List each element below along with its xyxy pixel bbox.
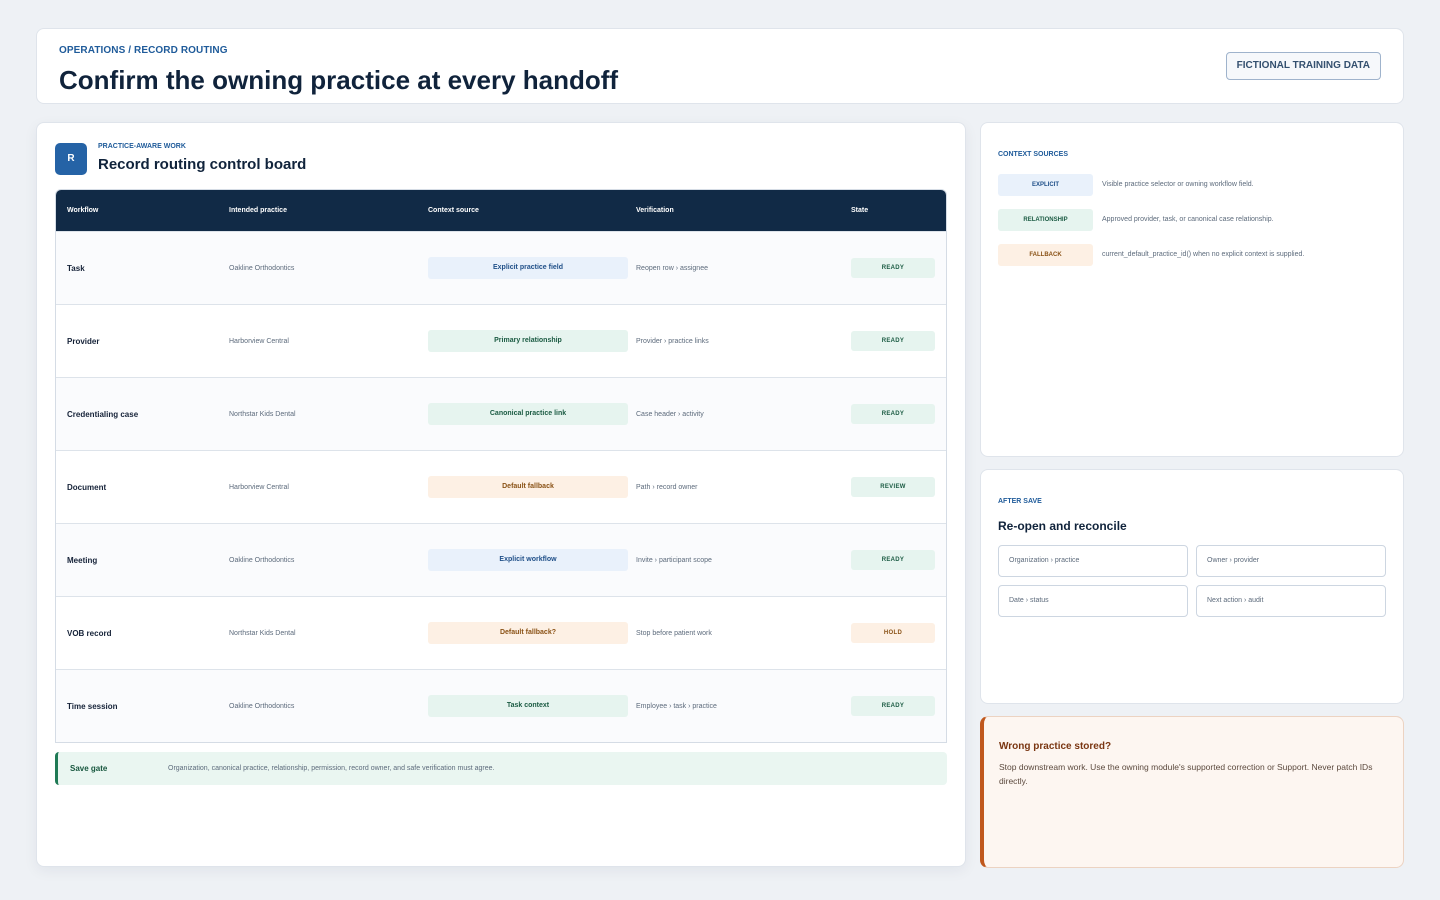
context-source-explicit: EXPLICIT Visible practice selector or ow… <box>998 174 1388 196</box>
after-save-title: Re-open and reconcile <box>998 519 1127 533</box>
source-desc-fallback: current_default_practice_id() when no ex… <box>1102 251 1305 258</box>
row-workflow: Provider <box>67 336 100 346</box>
table-row[interactable]: Provider Harborview Central Primary relati… <box>56 304 946 377</box>
row-verification: Provider › practice links <box>636 337 709 345</box>
check-organization-practice[interactable]: Organization › practice <box>998 545 1188 577</box>
fictional-data-badge: FICTIONAL TRAINING DATA <box>1225 52 1381 80</box>
context-sources-eyebrow: CONTEXT SOURCES <box>998 151 1069 158</box>
status-badge: READY <box>851 331 935 351</box>
check-next-action-audit[interactable]: Next action › audit <box>1196 585 1386 617</box>
status-badge: REVIEW <box>851 477 935 497</box>
column-header-workflow[interactable]: Workflow <box>67 207 99 214</box>
after-save-eyebrow: AFTER SAVE <box>998 498 1042 505</box>
board-logo-icon: R <box>55 143 87 175</box>
source-tag-relationship: RELATIONSHIP <box>998 209 1093 231</box>
context-source-relationship: RELATIONSHIP Approved provider, task, or… <box>998 209 1388 231</box>
row-workflow: Document <box>67 482 107 492</box>
page-header: OPERATIONS / RECORD ROUTING Confirm the … <box>36 28 1404 104</box>
row-context-source: Default fallback <box>428 451 628 523</box>
row-verification: Employee › task › practice <box>636 702 717 710</box>
context-source-fallback: FALLBACK current_default_practice_id() w… <box>998 244 1388 266</box>
table-header: Workflow Intended practice Context sourc… <box>56 190 946 231</box>
row-verification: Path › record owner <box>636 483 698 491</box>
table-row[interactable]: Task Oakline Orthodontics Explicit practic… <box>56 231 946 304</box>
context-source-pill: Canonical practice link <box>428 403 628 425</box>
source-desc-explicit: Visible practice selector or owning work… <box>1102 181 1254 188</box>
board-title: Record routing control board <box>98 156 307 173</box>
row-practice: Harborview Central <box>229 337 289 345</box>
row-state: READY <box>851 305 935 377</box>
row-state: READY <box>851 524 935 596</box>
routing-board: R PRACTICE-AWARE WORK Record routing con… <box>36 122 966 867</box>
row-practice: Northstar Kids Dental <box>229 410 296 418</box>
save-gate-label: Save gate <box>70 764 108 773</box>
save-gate-text: Organization, canonical practice, relati… <box>168 765 495 772</box>
context-source-pill: Default fallback? <box>428 622 628 644</box>
routing-table: Workflow Intended practice Context sourc… <box>55 189 947 743</box>
row-context-source: Task context <box>428 670 628 742</box>
row-workflow: Meeting <box>67 555 98 565</box>
row-state: READY <box>851 232 935 304</box>
table-row[interactable]: Meeting Oakline Orthodontics Explicit work… <box>56 523 946 596</box>
row-state: REVIEW <box>851 451 935 523</box>
row-state: HOLD <box>851 597 935 669</box>
context-source-pill: Primary relationship <box>428 330 628 352</box>
context-source-pill: Default fallback <box>428 476 628 498</box>
row-state: READY <box>851 670 935 742</box>
table-row[interactable]: Time session Oakline Orthodontics Task con… <box>56 669 946 742</box>
breadcrumb[interactable]: OPERATIONS / RECORD ROUTING <box>59 45 228 56</box>
table-row[interactable]: Document Harborview Central Default fallba… <box>56 450 946 523</box>
context-sources-panel: CONTEXT SOURCES EXPLICIT Visible practic… <box>980 122 1404 457</box>
status-badge: READY <box>851 258 935 278</box>
row-workflow: Credentialing case <box>67 409 139 419</box>
after-save-panel: AFTER SAVE Re-open and reconcile Organiz… <box>980 469 1404 704</box>
source-desc-relationship: Approved provider, task, or canonical ca… <box>1102 216 1274 223</box>
row-practice: Harborview Central <box>229 483 289 491</box>
context-source-pill: Explicit workflow <box>428 549 628 571</box>
column-header-verification[interactable]: Verification <box>636 207 674 214</box>
row-workflow: Task <box>67 263 85 273</box>
source-tag-explicit: EXPLICIT <box>998 174 1093 196</box>
column-header-practice[interactable]: Intended practice <box>229 207 287 214</box>
table-row[interactable]: VOB record Northstar Kids Dental Default f… <box>56 596 946 669</box>
row-verification: Case header › activity <box>636 410 704 418</box>
row-context-source: Default fallback? <box>428 597 628 669</box>
page-title: Confirm the owning practice at every han… <box>59 65 619 95</box>
save-gate: Save gate Organization, canonical practi… <box>55 752 947 785</box>
row-state: READY <box>851 378 935 450</box>
row-verification: Reopen row › assignee <box>636 264 708 272</box>
warning-text: Stop downstream work. Use the owning mod… <box>999 762 1373 786</box>
column-header-source[interactable]: Context source <box>428 207 479 214</box>
row-context-source: Explicit practice field <box>428 232 628 304</box>
row-workflow: Time session <box>67 701 118 711</box>
check-owner-provider[interactable]: Owner › provider <box>1196 545 1386 577</box>
context-source-pill: Task context <box>428 695 628 717</box>
status-badge: READY <box>851 696 935 716</box>
board-eyebrow: PRACTICE-AWARE WORK <box>98 143 186 150</box>
status-badge: HOLD <box>851 623 935 643</box>
row-practice: Oakline Orthodontics <box>229 702 295 710</box>
warning-title: Wrong practice stored? <box>999 741 1112 752</box>
source-tag-fallback: FALLBACK <box>998 244 1093 266</box>
status-badge: READY <box>851 550 935 570</box>
row-context-source: Canonical practice link <box>428 378 628 450</box>
context-source-pill: Explicit practice field <box>428 257 628 279</box>
row-context-source: Primary relationship <box>428 305 628 377</box>
row-practice: Oakline Orthodontics <box>229 556 295 564</box>
status-badge: READY <box>851 404 935 424</box>
row-verification: Invite › participant scope <box>636 556 712 564</box>
column-header-state[interactable]: State <box>851 207 869 214</box>
wrong-practice-warning: Wrong practice stored? Stop downstream w… <box>980 716 1404 868</box>
row-verification: Stop before patient work <box>636 629 712 637</box>
table-body: Task Oakline Orthodontics Explicit practic… <box>56 231 946 742</box>
table-row[interactable]: Credentialing case Northstar Kids Dental C… <box>56 377 946 450</box>
check-date-status[interactable]: Date › status <box>998 585 1188 617</box>
row-workflow: VOB record <box>67 628 112 638</box>
row-practice: Northstar Kids Dental <box>229 629 296 637</box>
row-practice: Oakline Orthodontics <box>229 264 295 272</box>
row-context-source: Explicit workflow <box>428 524 628 596</box>
